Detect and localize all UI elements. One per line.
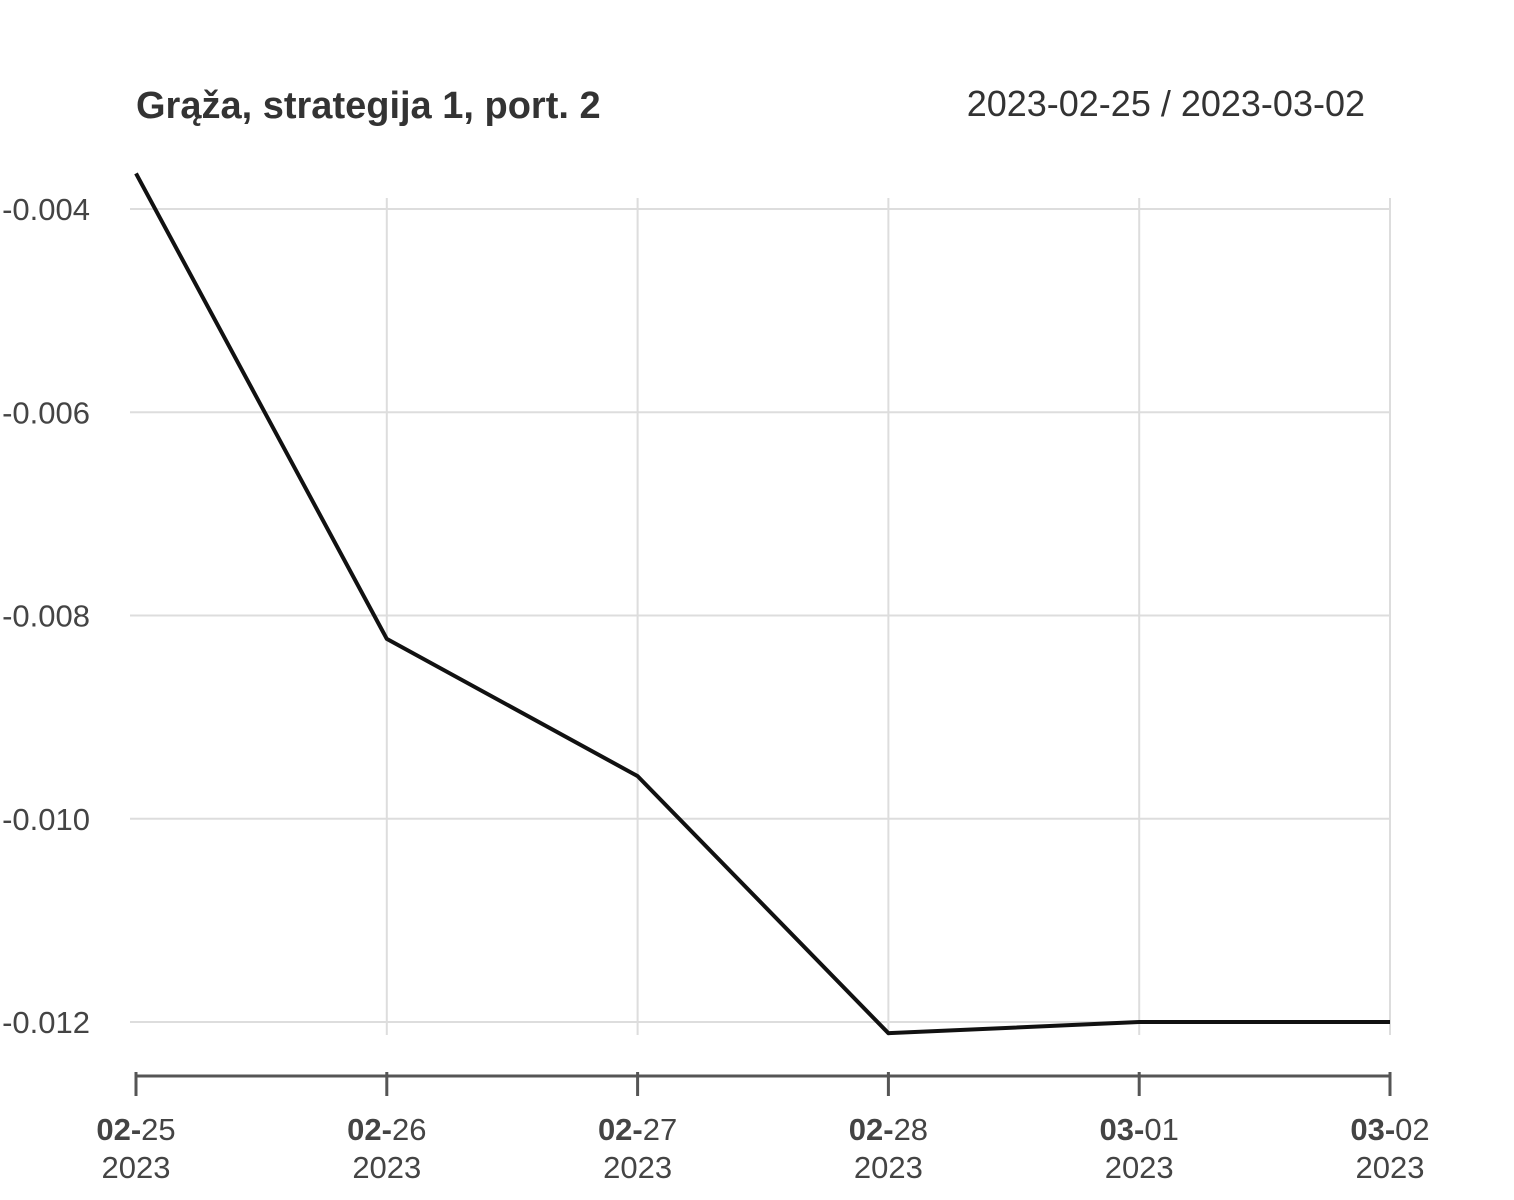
y-tick-label: -0.006 [2, 395, 90, 430]
x-axis-tick-labels: 02-25202302-26202302-27202302-28202303-0… [96, 1112, 1429, 1185]
y-tick-label: -0.008 [2, 599, 90, 634]
x-tick-year: 2023 [1105, 1150, 1174, 1185]
x-tick-month: 02- [96, 1112, 141, 1147]
x-tick-day: 28 [894, 1112, 928, 1147]
x-tick-month: 03- [1100, 1112, 1145, 1147]
x-tick-label: 03-01 [1100, 1112, 1179, 1147]
x-tick-day: 26 [392, 1112, 426, 1147]
x-tick-day: 27 [643, 1112, 677, 1147]
x-tick-day: 02 [1395, 1112, 1429, 1147]
x-tick-day: 25 [141, 1112, 175, 1147]
x-tick-month: 02- [849, 1112, 894, 1147]
x-tick-month: 02- [598, 1112, 643, 1147]
x-tick-label: 02-26 [347, 1112, 426, 1147]
x-axis [134, 1072, 1392, 1096]
x-tick-label: 02-27 [598, 1112, 677, 1147]
y-tick-label: -0.012 [2, 1005, 90, 1040]
x-tick-year: 2023 [102, 1150, 171, 1185]
x-tick-year: 2023 [854, 1150, 923, 1185]
grid-lines [130, 198, 1391, 1035]
x-tick-label: 02-25 [96, 1112, 175, 1147]
x-tick-day: 01 [1144, 1112, 1178, 1147]
x-tick-month: 02- [347, 1112, 392, 1147]
x-tick-month: 03- [1350, 1112, 1395, 1147]
chart-title: Grąža, strategija 1, port. 2 [136, 85, 601, 127]
date-range-label: 2023-02-25 / 2023-03-02 [967, 83, 1365, 124]
x-tick-year: 2023 [352, 1150, 421, 1185]
x-tick-year: 2023 [603, 1150, 672, 1185]
x-tick-year: 2023 [1356, 1150, 1425, 1185]
x-tick-label: 02-28 [849, 1112, 928, 1147]
series-lines [134, 172, 1390, 1036]
y-tick-label: -0.010 [2, 802, 90, 837]
series-line [134, 172, 1390, 1036]
y-tick-label: -0.004 [2, 192, 90, 227]
y-axis-tick-labels: -0.004 -0.006 -0.008 -0.010 -0.012 [2, 192, 90, 1040]
x-tick-label: 03-02 [1350, 1112, 1429, 1147]
